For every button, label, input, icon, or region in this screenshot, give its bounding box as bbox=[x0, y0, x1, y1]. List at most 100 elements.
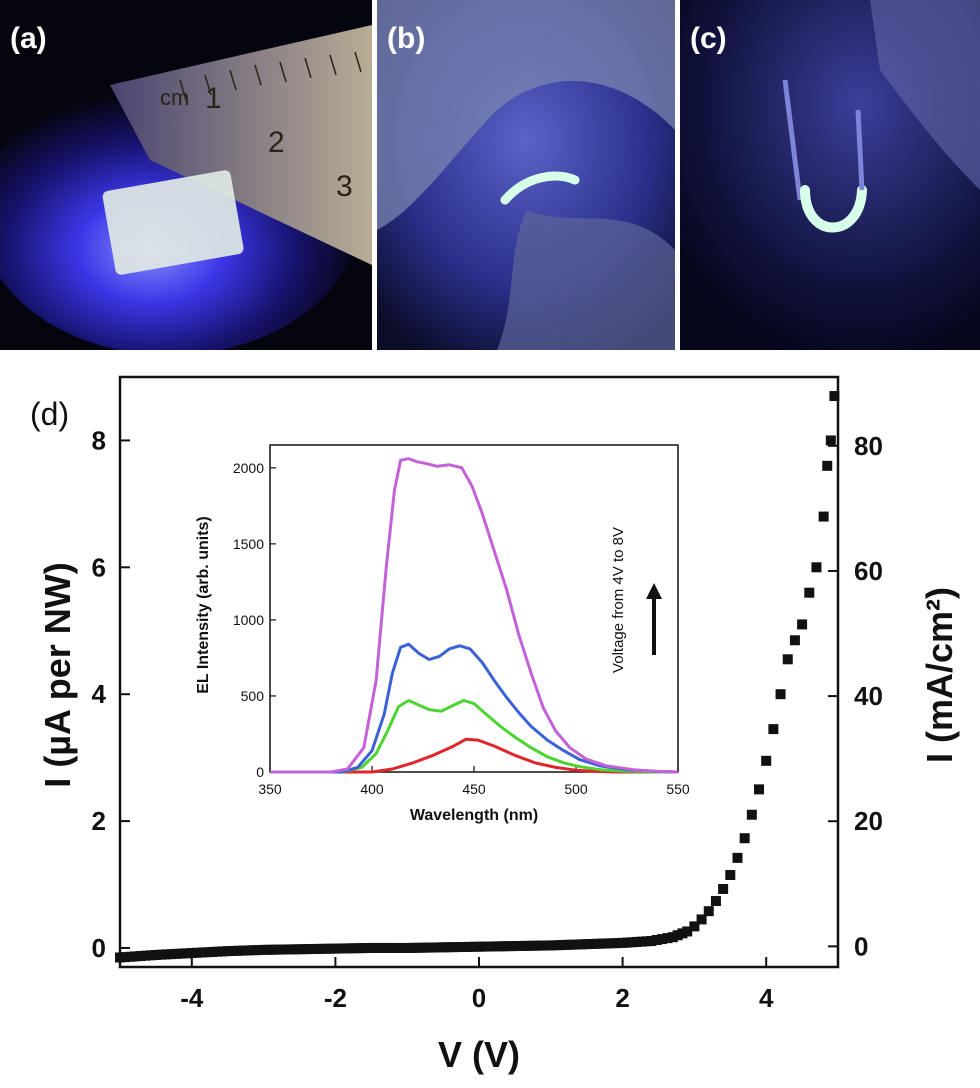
iv-data-point bbox=[115, 952, 125, 963]
iv-data-point bbox=[166, 949, 177, 960]
iv-data-point bbox=[682, 926, 693, 937]
right-y-tick-label: 0 bbox=[854, 931, 868, 961]
iv-data-point bbox=[586, 938, 597, 949]
iv-data-point bbox=[556, 940, 567, 951]
iv-data-point bbox=[299, 944, 310, 955]
iv-data-point bbox=[150, 949, 161, 960]
panel-label-d: (d) bbox=[30, 396, 69, 432]
voltage-arrow bbox=[646, 583, 662, 655]
iv-data-point bbox=[484, 941, 495, 952]
iv-data-point bbox=[443, 942, 454, 953]
iv-data-point bbox=[489, 941, 500, 952]
right-y-tick-label: 20 bbox=[854, 806, 883, 836]
iv-data-point bbox=[768, 724, 779, 735]
inset-spectrum-line bbox=[270, 737, 678, 774]
left-y-tick-label: 0 bbox=[92, 933, 106, 963]
iv-data-point bbox=[789, 635, 800, 646]
x-axis-label: V (V) bbox=[438, 1034, 520, 1075]
iv-data-point bbox=[345, 943, 356, 954]
right-y-axis-ticks: 0 20 40 60 80 bbox=[828, 431, 883, 961]
iv-data-point bbox=[602, 938, 613, 949]
ruler bbox=[110, 25, 372, 265]
iv-data-point bbox=[581, 939, 592, 950]
iv-data-point bbox=[125, 951, 136, 962]
iv-data-point bbox=[381, 942, 392, 953]
inset-y-axis-label: EL Intensity (arb. units) bbox=[195, 516, 212, 694]
iv-data-point bbox=[376, 942, 387, 953]
iv-data-point bbox=[156, 949, 167, 960]
inset-spectrum-line bbox=[270, 642, 679, 774]
iv-data-point bbox=[361, 943, 372, 954]
iv-data-point bbox=[710, 896, 721, 907]
iv-data-point bbox=[458, 941, 469, 952]
iv-data-point bbox=[612, 938, 623, 949]
iv-data-point bbox=[135, 951, 146, 962]
iv-data-point bbox=[571, 939, 582, 950]
iv-data-point bbox=[391, 942, 402, 953]
iv-data-point bbox=[258, 944, 269, 955]
iv-data-point bbox=[227, 945, 238, 956]
iv-data-point bbox=[422, 942, 433, 953]
iv-data-point bbox=[253, 945, 264, 956]
iv-data-point bbox=[607, 938, 618, 949]
iv-data-point bbox=[525, 940, 536, 951]
iv-data-point bbox=[657, 934, 668, 945]
led-device bbox=[102, 170, 244, 275]
iv-data-point bbox=[545, 940, 556, 951]
iv-data-point bbox=[279, 944, 290, 955]
inset-y-tick-label: 1000 bbox=[233, 612, 264, 628]
iv-data-point bbox=[212, 946, 223, 957]
iv-data-point bbox=[325, 943, 336, 954]
iv-data-point bbox=[402, 942, 413, 953]
x-tick-label: 4 bbox=[759, 983, 774, 1013]
iv-data-point bbox=[822, 460, 833, 471]
iv-data-point bbox=[494, 941, 505, 952]
iv-data-point bbox=[304, 944, 315, 955]
iv-data-point bbox=[696, 914, 707, 925]
ruler-number-2: 2 bbox=[268, 126, 285, 159]
iv-data-point bbox=[171, 948, 182, 959]
iv-data-point bbox=[718, 883, 729, 894]
iv-data-point bbox=[499, 941, 510, 952]
inset-y-tick-label: 2000 bbox=[233, 460, 264, 476]
iv-data-point bbox=[232, 945, 243, 956]
iv-data-point bbox=[662, 933, 673, 944]
bent-device-b bbox=[500, 171, 580, 205]
iv-data-point bbox=[550, 940, 561, 951]
iv-data-point bbox=[515, 940, 526, 951]
iv-data-point bbox=[448, 942, 459, 953]
iv-data-point bbox=[825, 435, 836, 446]
iv-data-point bbox=[263, 944, 274, 955]
iv-data-point bbox=[248, 945, 259, 956]
iv-data-point bbox=[782, 654, 793, 665]
iv-data-point bbox=[453, 942, 464, 953]
iv-data-point bbox=[268, 944, 279, 955]
iv-data-point bbox=[284, 944, 295, 955]
photo-a-image: cm 1 2 3 (a) bbox=[0, 0, 372, 350]
photo-panel-b: (b) bbox=[377, 0, 675, 350]
iv-data-point bbox=[754, 784, 765, 795]
iv-data-point bbox=[520, 940, 531, 951]
iv-data-point bbox=[535, 940, 546, 951]
x-axis-ticks: -4 -2 0 2 4 bbox=[180, 957, 774, 1013]
right-y-tick-label: 80 bbox=[854, 431, 883, 461]
iv-data-point bbox=[463, 941, 474, 952]
inset-y-tick-label: 500 bbox=[241, 688, 265, 704]
iv-data-point bbox=[703, 906, 714, 917]
iv-data-point bbox=[775, 689, 786, 700]
right-y-axis-label: I (mA/cm²) bbox=[919, 587, 960, 763]
x-tick-label: -4 bbox=[180, 983, 204, 1013]
iv-data-point bbox=[176, 948, 187, 959]
iv-data-point bbox=[120, 952, 131, 963]
iv-data-point bbox=[804, 587, 815, 598]
iv-data-point bbox=[294, 944, 305, 955]
iv-chart: (d) -4 -2 0 2 4 0 2 4 6 8 0 20 40 60 80 V (V) I (µA … bbox=[30, 375, 960, 1075]
iv-data-point bbox=[140, 950, 151, 961]
iv-data-point bbox=[130, 951, 141, 962]
iv-data-point bbox=[797, 619, 808, 630]
ruler-unit-label: cm bbox=[160, 85, 189, 110]
ruler-number-3: 3 bbox=[336, 170, 353, 203]
voltage-annotation: Voltage from 4V to 8V bbox=[610, 527, 627, 673]
iv-data-point bbox=[397, 942, 408, 953]
iv-data-point bbox=[530, 940, 541, 951]
